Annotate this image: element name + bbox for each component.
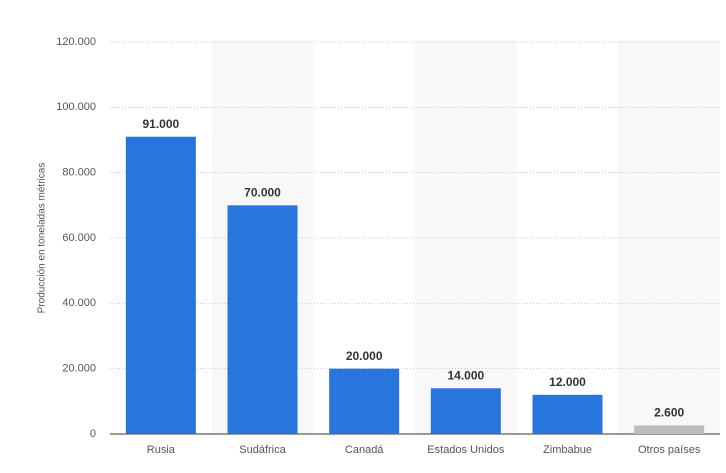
band-shade	[618, 40, 720, 434]
bar	[329, 368, 400, 434]
x-tick-label: Canadá	[345, 444, 384, 456]
value-label: 70.000	[244, 186, 281, 200]
x-tick-label: Zimbabue	[543, 444, 592, 456]
bar	[634, 425, 705, 434]
value-label: 20.000	[346, 349, 383, 363]
x-tick-label: Rusia	[147, 444, 176, 456]
y-tick-label: 60.000	[62, 232, 96, 244]
bar	[227, 205, 298, 434]
y-tick-label: 100.000	[56, 101, 96, 113]
x-tick-label: Estados Unidos	[427, 444, 505, 456]
y-tick-label: 120.000	[56, 36, 96, 48]
bar	[125, 136, 196, 434]
x-tick-label: Otros países	[638, 444, 701, 456]
y-tick-label: 20.000	[62, 363, 96, 375]
y-axis-label: Producción en toneladas métricas	[37, 163, 48, 314]
x-tick-label: Sudáfrica	[239, 444, 286, 456]
value-label: 91.000	[142, 117, 179, 131]
y-tick-label: 40.000	[62, 297, 96, 309]
y-tick-label: 0	[90, 428, 96, 440]
value-label: 12.000	[549, 375, 586, 389]
value-label: 14.000	[447, 368, 484, 382]
bar	[430, 388, 501, 434]
bar	[532, 394, 603, 434]
value-label: 2.600	[654, 406, 684, 420]
y-tick-label: 80.000	[62, 167, 96, 179]
